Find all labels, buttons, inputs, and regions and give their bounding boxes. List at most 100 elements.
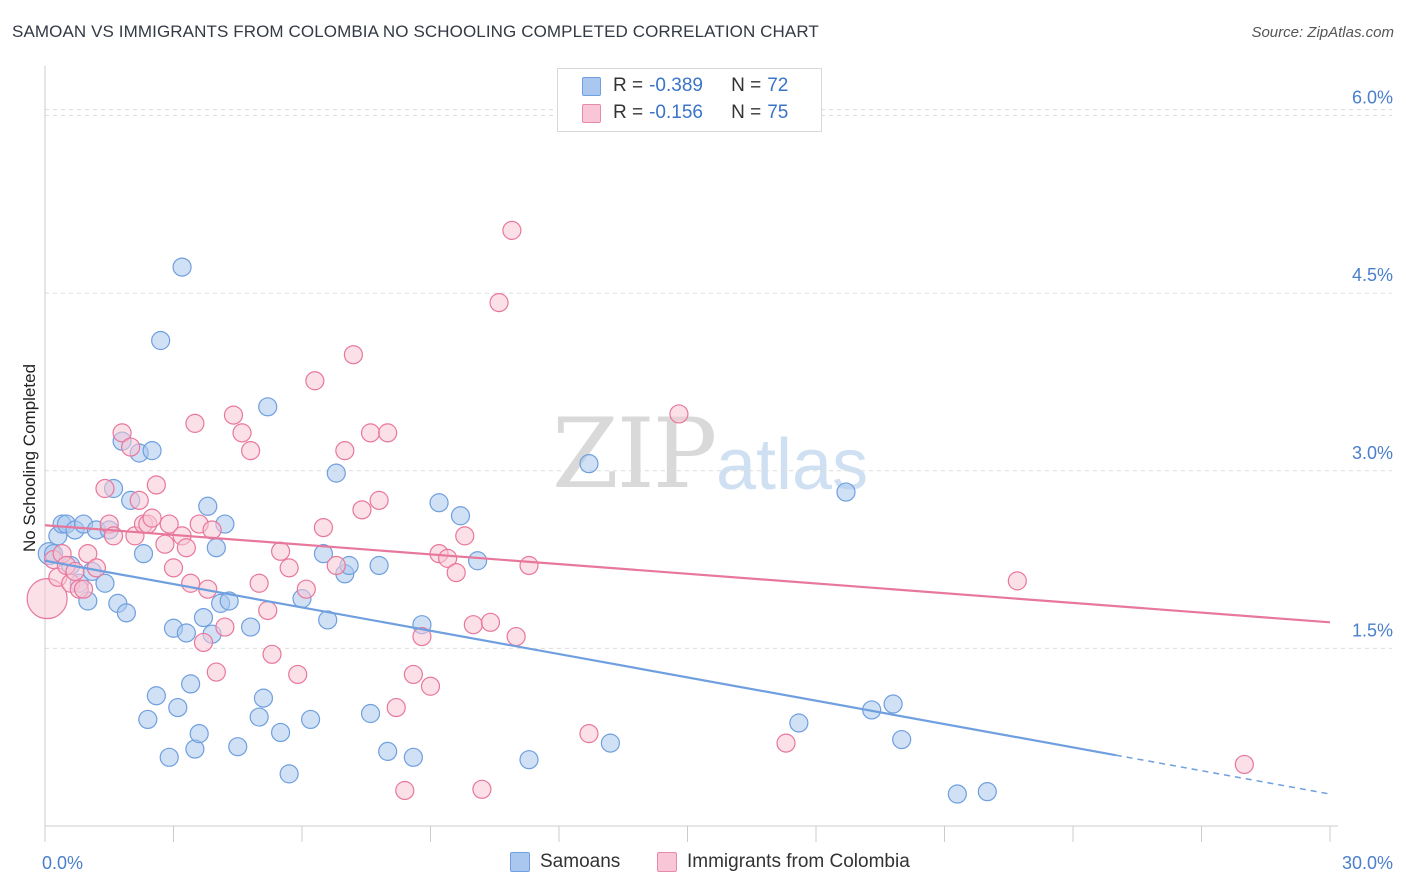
point-colombia	[480, 612, 501, 632]
point-samoans	[300, 709, 321, 730]
point-colombia	[326, 555, 346, 576]
y-tick-label: 6.0%	[1352, 88, 1393, 108]
point-samoans	[519, 750, 539, 770]
point-colombia	[360, 423, 381, 443]
point-samoans	[789, 713, 809, 733]
watermark-zip: ZIP	[552, 398, 717, 510]
point-samoans	[836, 482, 856, 502]
point-colombia	[305, 371, 325, 391]
point-colombia	[343, 345, 363, 365]
point-colombia	[395, 780, 415, 801]
point-colombia	[215, 617, 235, 637]
point-colombia	[73, 579, 94, 599]
point-colombia	[26, 578, 68, 620]
point-colombia	[223, 405, 244, 425]
point-samoans	[241, 617, 261, 637]
point-samoans	[142, 441, 162, 461]
point-colombia	[279, 558, 299, 578]
point-samoans	[249, 707, 269, 727]
point-colombia	[78, 544, 98, 564]
trend-line-colombia	[44, 524, 1331, 624]
point-samoans	[206, 538, 226, 558]
bottom-legend-label: Immigrants from Colombia	[687, 851, 910, 872]
chart-title: SAMOAN VS IMMIGRANTS FROM COLOMBIA NO SC…	[12, 22, 819, 41]
bottom-legend-label: Samoans	[540, 851, 621, 872]
point-colombia	[335, 441, 355, 461]
point-colombia	[506, 626, 526, 647]
point-colombia	[112, 423, 132, 443]
bottom-legend-samoans: Samoans	[510, 851, 620, 873]
legend-r-label: R =	[613, 75, 644, 96]
point-samoans	[228, 737, 248, 757]
y-tick-label: 3.0%	[1352, 443, 1393, 463]
point-samoans	[253, 688, 274, 708]
point-samoans	[133, 544, 154, 564]
point-colombia	[159, 514, 179, 534]
point-colombia	[288, 664, 308, 685]
point-colombia	[403, 664, 423, 685]
point-colombia	[502, 220, 522, 240]
legend-r-value: -0.156	[649, 102, 703, 123]
point-colombia	[202, 520, 222, 540]
point-colombia	[176, 538, 196, 558]
point-colombia	[249, 573, 269, 593]
point-samoans	[326, 463, 346, 483]
point-colombia	[489, 293, 509, 313]
point-colombia	[369, 490, 389, 510]
correlation-legend: R = -0.389 N = 72 R = -0.156 N = 75	[557, 68, 822, 132]
point-samoans	[977, 782, 997, 802]
bottom-legend-swatch-samoans	[510, 852, 530, 872]
point-colombia	[455, 526, 475, 546]
point-samoans	[168, 697, 188, 718]
point-colombia	[129, 490, 149, 510]
point-colombia	[258, 600, 278, 621]
legend-n-value: 72	[767, 75, 789, 96]
point-colombia	[206, 662, 226, 682]
gridlines	[45, 109, 1392, 649]
point-samoans	[138, 709, 158, 730]
point-samoans	[219, 591, 239, 611]
point-samoans	[176, 623, 196, 643]
point-samoans	[270, 722, 291, 743]
point-samoans	[189, 724, 209, 744]
point-colombia	[669, 404, 689, 424]
point-colombia	[386, 697, 406, 718]
legend-r-label: R =	[613, 102, 644, 123]
point-samoans	[360, 703, 381, 724]
legend-n-label: N =	[731, 75, 762, 96]
point-colombia	[412, 626, 432, 647]
legend-n-value: 75	[767, 102, 789, 123]
point-colombia	[185, 413, 205, 433]
point-samoans	[369, 555, 389, 576]
point-colombia	[142, 508, 162, 528]
trend-lines	[44, 524, 1331, 795]
data-points	[26, 220, 1254, 804]
point-samoans	[892, 729, 912, 750]
point-colombia	[270, 541, 291, 561]
y-tick-label: 4.5%	[1352, 265, 1393, 285]
point-samoans	[600, 733, 621, 753]
x-tick-label: 0.0%	[42, 853, 83, 873]
legend-swatch-samoans	[582, 76, 601, 96]
point-samoans	[151, 330, 171, 351]
point-colombia	[519, 555, 539, 576]
legend-row-samoans: R = -0.389 N = 72	[582, 73, 788, 99]
x-tick-label: 30.0%	[1342, 853, 1393, 873]
point-samoans	[579, 454, 599, 474]
point-samoans	[279, 764, 299, 784]
point-colombia	[193, 632, 214, 653]
point-samoans	[172, 257, 192, 277]
point-colombia	[262, 644, 282, 664]
point-samoans	[116, 603, 136, 623]
point-colombia	[352, 500, 372, 520]
point-colombia	[438, 548, 458, 568]
point-colombia	[1234, 754, 1254, 775]
point-samoans	[429, 493, 449, 513]
point-colombia	[776, 733, 796, 753]
legend-swatch-colombia	[582, 103, 601, 123]
bottom-legend-colombia: Immigrants from Colombia	[657, 851, 910, 873]
y-tick-label: 1.5%	[1352, 620, 1393, 640]
point-colombia	[1007, 571, 1027, 591]
point-samoans	[159, 747, 179, 767]
point-samoans	[883, 694, 903, 714]
